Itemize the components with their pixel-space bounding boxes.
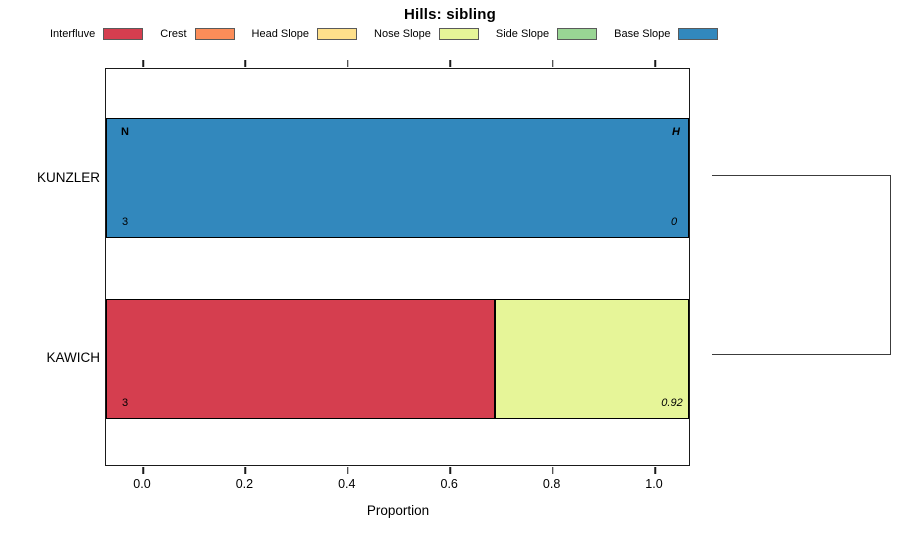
bar-segment-base-slope	[106, 118, 689, 238]
legend-item-label: Nose Slope	[374, 28, 431, 40]
axis-tick-top	[551, 60, 554, 67]
n-value-kunzler: 3	[121, 216, 129, 228]
bar-segment-interfluve	[106, 299, 495, 419]
legend-color-swatch	[557, 28, 598, 40]
axis-tick-top	[347, 60, 349, 67]
axis-tick-bottom	[142, 467, 144, 474]
axis-tick-bottom	[347, 467, 349, 474]
n-value-kawich: 3	[121, 397, 129, 409]
legend-color-swatch	[194, 28, 235, 40]
axis-tick-top	[654, 60, 656, 67]
legend-item-label: Interfluve	[50, 28, 96, 40]
axis-ticks-layer	[142, 60, 656, 474]
chart-title: Hills: sibling	[404, 6, 496, 23]
legend-item-label: Head Slope	[251, 28, 310, 40]
legend-item: Side Slope	[495, 28, 598, 40]
category-label-kawich: KAWICH	[46, 350, 101, 365]
bar-row-kunzler	[106, 118, 689, 238]
legend-item: Crest	[160, 28, 235, 40]
legend-item: Head Slope	[252, 28, 358, 40]
x-tick-label: 0.0	[133, 477, 151, 491]
axis-tick-top	[449, 60, 451, 67]
bar-segment-nose-slope	[494, 299, 689, 419]
x-tick-label: 0.6	[440, 477, 458, 491]
legend-color-swatch	[438, 28, 479, 40]
x-tick-label: 0.4	[338, 477, 356, 491]
axis-tick-top	[142, 60, 144, 67]
x-tick-label: 1.0	[645, 477, 663, 491]
h-value-kawich: 0.92	[661, 397, 683, 409]
axis-tick-bottom	[449, 467, 451, 474]
legend-item: Base Slope	[614, 28, 719, 40]
x-axis-title: Proportion	[366, 503, 430, 518]
category-label-kunzler: KUNZLER	[36, 170, 100, 185]
legend-item-label: Crest	[160, 28, 187, 40]
plot-area: N 3 H 0 3 0.92	[105, 60, 690, 474]
legend-color-swatch	[317, 28, 358, 40]
x-tick-label: 0.8	[542, 477, 561, 491]
legend-item-label: Side Slope	[495, 28, 550, 40]
bar-row-kawich	[106, 299, 689, 419]
legend-item: Interfluve	[50, 28, 144, 40]
axis-tick-bottom	[551, 467, 554, 474]
axis-tick-bottom	[244, 467, 247, 474]
axis-tick-top	[244, 60, 247, 67]
axis-tick-bottom	[654, 467, 656, 474]
legend-item: Nose Slope	[374, 28, 479, 40]
x-axis-tick-labels: 0.0 0.2 0.4 0.6 0.8 1.0	[133, 477, 662, 493]
h-value-kunzler: 0	[670, 216, 678, 228]
legend: Interfluve Crest Head Slope Nose Slope Side …	[50, 26, 719, 42]
x-tick-label: 0.2	[235, 477, 254, 491]
n-column-header: N	[121, 126, 129, 138]
cluster-dendrogram-bracket	[712, 175, 891, 355]
h-column-header: H	[672, 126, 680, 138]
legend-color-swatch	[678, 28, 719, 40]
legend-color-swatch	[103, 28, 144, 40]
legend-item-label: Base Slope	[614, 28, 671, 40]
